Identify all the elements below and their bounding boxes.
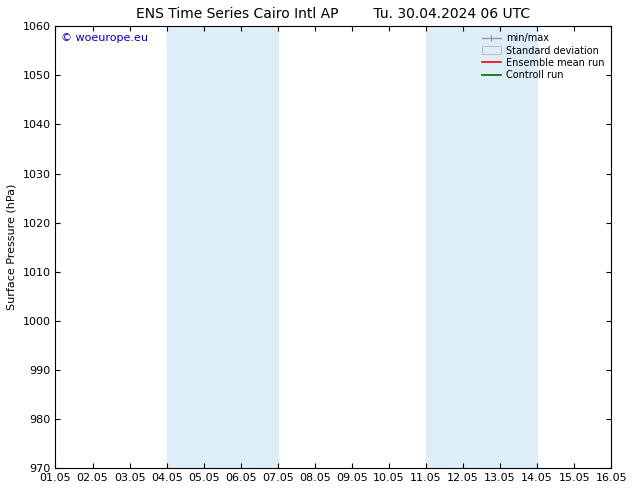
Bar bbox=[426, 26, 537, 468]
Bar bbox=[167, 26, 278, 468]
Legend: min/max, Standard deviation, Ensemble mean run, Controll run: min/max, Standard deviation, Ensemble me… bbox=[480, 31, 606, 82]
Y-axis label: Surface Pressure (hPa): Surface Pressure (hPa) bbox=[7, 184, 17, 311]
Title: ENS Time Series Cairo Intl AP        Tu. 30.04.2024 06 UTC: ENS Time Series Cairo Intl AP Tu. 30.04.… bbox=[136, 7, 531, 21]
Text: © woeurope.eu: © woeurope.eu bbox=[61, 33, 148, 43]
